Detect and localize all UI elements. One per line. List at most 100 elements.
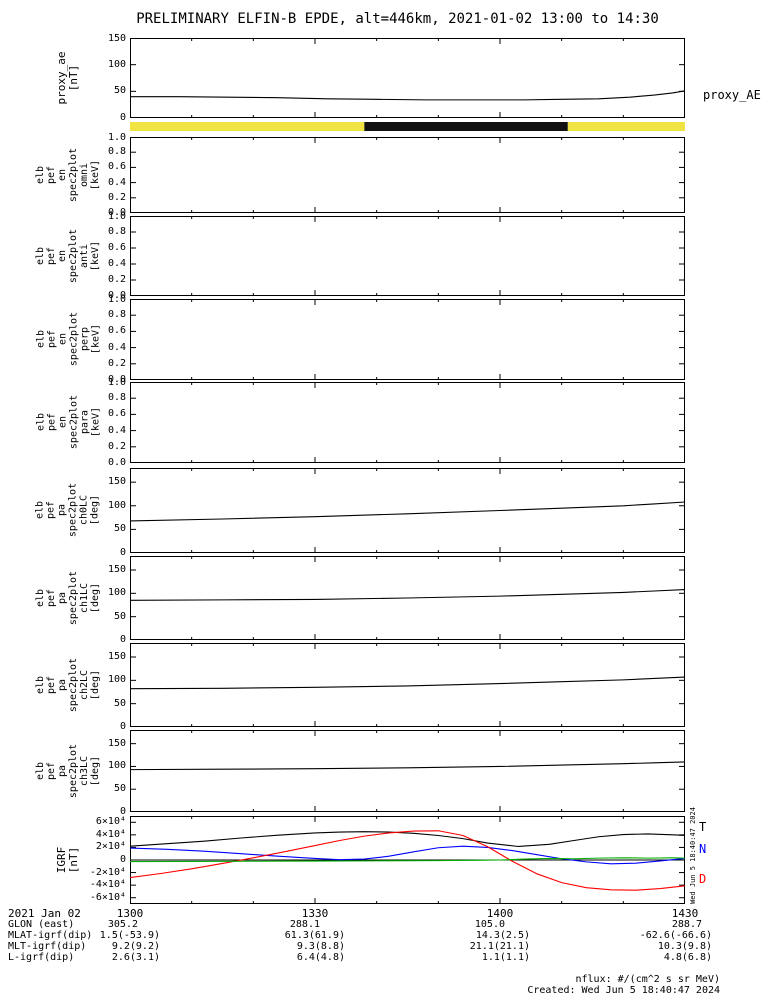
y-tick-label: 0.6 (107, 161, 126, 173)
y-tick-label: 0.0 (107, 206, 126, 218)
y-tick-label: 0.4 (107, 341, 126, 353)
varlabel-name: GLON (east) (8, 919, 75, 930)
y-tick-label: 50 (113, 523, 126, 535)
footer-units: nflux: #/(cm^2 s sr MeV) (575, 974, 721, 985)
y-tick-label: 0.2 (107, 440, 126, 452)
y-tick-label: -4×10⁴ (89, 879, 126, 891)
panel-en-spec-anti: 1.0 0.8 0.6 0.4 0.2 0.0 (108, 211, 685, 301)
y-tick-label: 0.0 (107, 456, 126, 468)
y-tick-label: 0 (119, 633, 126, 645)
panel-igrf: 6×10⁴ 4×10⁴ 2×10⁴ 0 -2×10⁴ -4×10⁴ -6×10⁴ (90, 816, 686, 904)
y-tick-label: 100 (107, 58, 126, 70)
y-tick-label: 0.6 (107, 325, 126, 337)
series-D (129, 830, 686, 891)
varlabel-value: 9.3(8.8) (296, 941, 345, 952)
elb_pef_en_spec2plot_perp-canvas (130, 299, 685, 380)
y-tick-label: 0.2 (107, 357, 126, 369)
elb_pef_en_spec2plot_omni-canvas (130, 137, 685, 213)
panel-pa-spec-ch1lc: 150 100 50 0 (108, 556, 686, 645)
y-tick-label: 0 (119, 854, 126, 865)
ylabel-proxy-ae: proxy_ae [nT] (55, 51, 80, 105)
series-N (129, 845, 686, 865)
y-tick-label: 6×10⁴ (95, 816, 126, 828)
y-tick-label: 100 (107, 760, 126, 772)
panel-pa-spec-ch0lc: 150 100 50 0 (108, 468, 686, 558)
varlabel-value: 105.0 (474, 919, 505, 930)
y-tick-label: 0.8 (107, 392, 126, 404)
y-tick-label: 50 (113, 85, 126, 97)
varlabel-row-mlat: MLAT-igrf(dip) 1.5(-53.9) 61.3(61.9) 14.… (0, 930, 775, 941)
varlabel-value: 288.1 (289, 919, 320, 930)
series-proxy_AE (130, 90, 686, 101)
varlabel-value: 6.4(4.8) (296, 952, 345, 963)
series-loss_cone (129, 589, 686, 601)
panel-en-spec-omni: 1.0 0.8 0.6 0.4 0.2 0.0 (108, 132, 685, 218)
plot-title: PRELIMINARY ELFIN-B EPDE, alt=446km, 202… (136, 11, 659, 27)
elb_pef_pa_spec2plot_ch0LC-canvas (129, 468, 686, 553)
varlabel-value: 10.3(9.8) (657, 941, 712, 952)
elb_pef_en_spec2plot_para-canvas (130, 382, 685, 463)
series-green (129, 857, 686, 863)
y-tick-label: 0 (119, 720, 126, 732)
y-tick-label: 1.0 (107, 293, 126, 305)
varlabel-row-mlt: MLT-igrf(dip) 9.2(9.2) 9.3(8.8) 21.1(21.… (0, 941, 775, 952)
x-tick-label: 1430 (671, 907, 699, 920)
y-tick-label: 0.8 (107, 309, 126, 321)
y-tick-label: 100 (107, 587, 126, 599)
y-tick-label: 0.4 (107, 258, 126, 269)
y-tick-label: 0.4 (107, 424, 126, 436)
panel-proxy-ae: 150 100 50 0 (108, 33, 686, 123)
y-tick-label: 0.6 (107, 408, 126, 420)
proxy_ae-canvas (130, 38, 686, 118)
y-tick-label: 0.8 (107, 146, 126, 158)
y-tick-label: 0.2 (107, 274, 126, 285)
y-tick-label: 1.0 (107, 376, 126, 388)
igrf-n-series-label: N (699, 842, 707, 856)
varlabel-name: MLAT-igrf(dip) (8, 930, 93, 941)
igrf-d-series-label: D (699, 872, 707, 886)
igrf-canvas (129, 816, 686, 904)
y-tick-label: 2×10⁴ (95, 841, 126, 853)
varlabel-value: 21.1(21.1) (469, 941, 530, 952)
y-tick-label: 100 (107, 674, 126, 686)
varlabel-value: -62.6(-66.6) (639, 930, 712, 941)
y-tick-label: 0.8 (107, 226, 126, 237)
y-tick-label: 0 (119, 805, 126, 817)
panel-en-spec-perp: 1.0 0.8 0.6 0.4 0.2 0.0 (108, 294, 685, 385)
x-axis-date-label: 2021 Jan 02 (8, 907, 81, 920)
x-tick-label: 1330 (301, 907, 329, 920)
varlabel-value: 1.5(-53.9) (99, 930, 160, 941)
y-tick-label: -2×10⁴ (89, 866, 126, 878)
varlabel-value: 9.2(9.2) (111, 941, 160, 952)
y-tick-label: 1.0 (107, 210, 126, 222)
y-tick-label: 0 (119, 111, 126, 123)
varlabel-row-l: L-igrf(dip) 2.6(3.1) 6.4(4.8) 1.1(1.1) 4… (0, 952, 775, 963)
y-tick-label: 1.0 (107, 131, 126, 143)
x-tick-label: 1300 (116, 907, 144, 920)
y-tick-label: 0.4 (107, 176, 126, 188)
footer-created: Created: Wed Jun 5 18:40:47 2024 (527, 985, 720, 996)
y-tick-label: -6×10⁴ (89, 891, 126, 903)
varlabel-value: 288.7 (671, 919, 702, 930)
y-tick-label: 50 (113, 697, 126, 709)
ylabel-igrf: IGRF [nT] (55, 846, 80, 874)
y-tick-label: 150 (107, 651, 126, 662)
series-T (129, 831, 686, 848)
y-tick-label: 100 (107, 499, 126, 511)
igrf-t-series-label: T (699, 820, 707, 834)
y-tick-label: 4×10⁴ (95, 828, 126, 840)
y-tick-label: 50 (113, 610, 126, 622)
availability-segment (130, 122, 365, 131)
varlabel-value: 305.2 (107, 919, 138, 930)
elb_pef_pa_spec2plot_ch2LC-canvas (129, 643, 686, 727)
y-tick-label: 0.2 (107, 191, 126, 203)
proxy-ae-series-label: proxy_AE (703, 88, 761, 102)
varlabel-value: 1.1(1.1) (481, 952, 530, 963)
availability-segment (567, 122, 685, 131)
series-loss_cone (129, 761, 686, 771)
varlabel-value: 2.6(3.1) (111, 952, 160, 963)
elb_pef_en_spec2plot_anti-canvas (130, 216, 685, 296)
y-tick-label: 0 (119, 546, 126, 558)
varlabel-value: 14.3(2.5) (475, 930, 530, 941)
